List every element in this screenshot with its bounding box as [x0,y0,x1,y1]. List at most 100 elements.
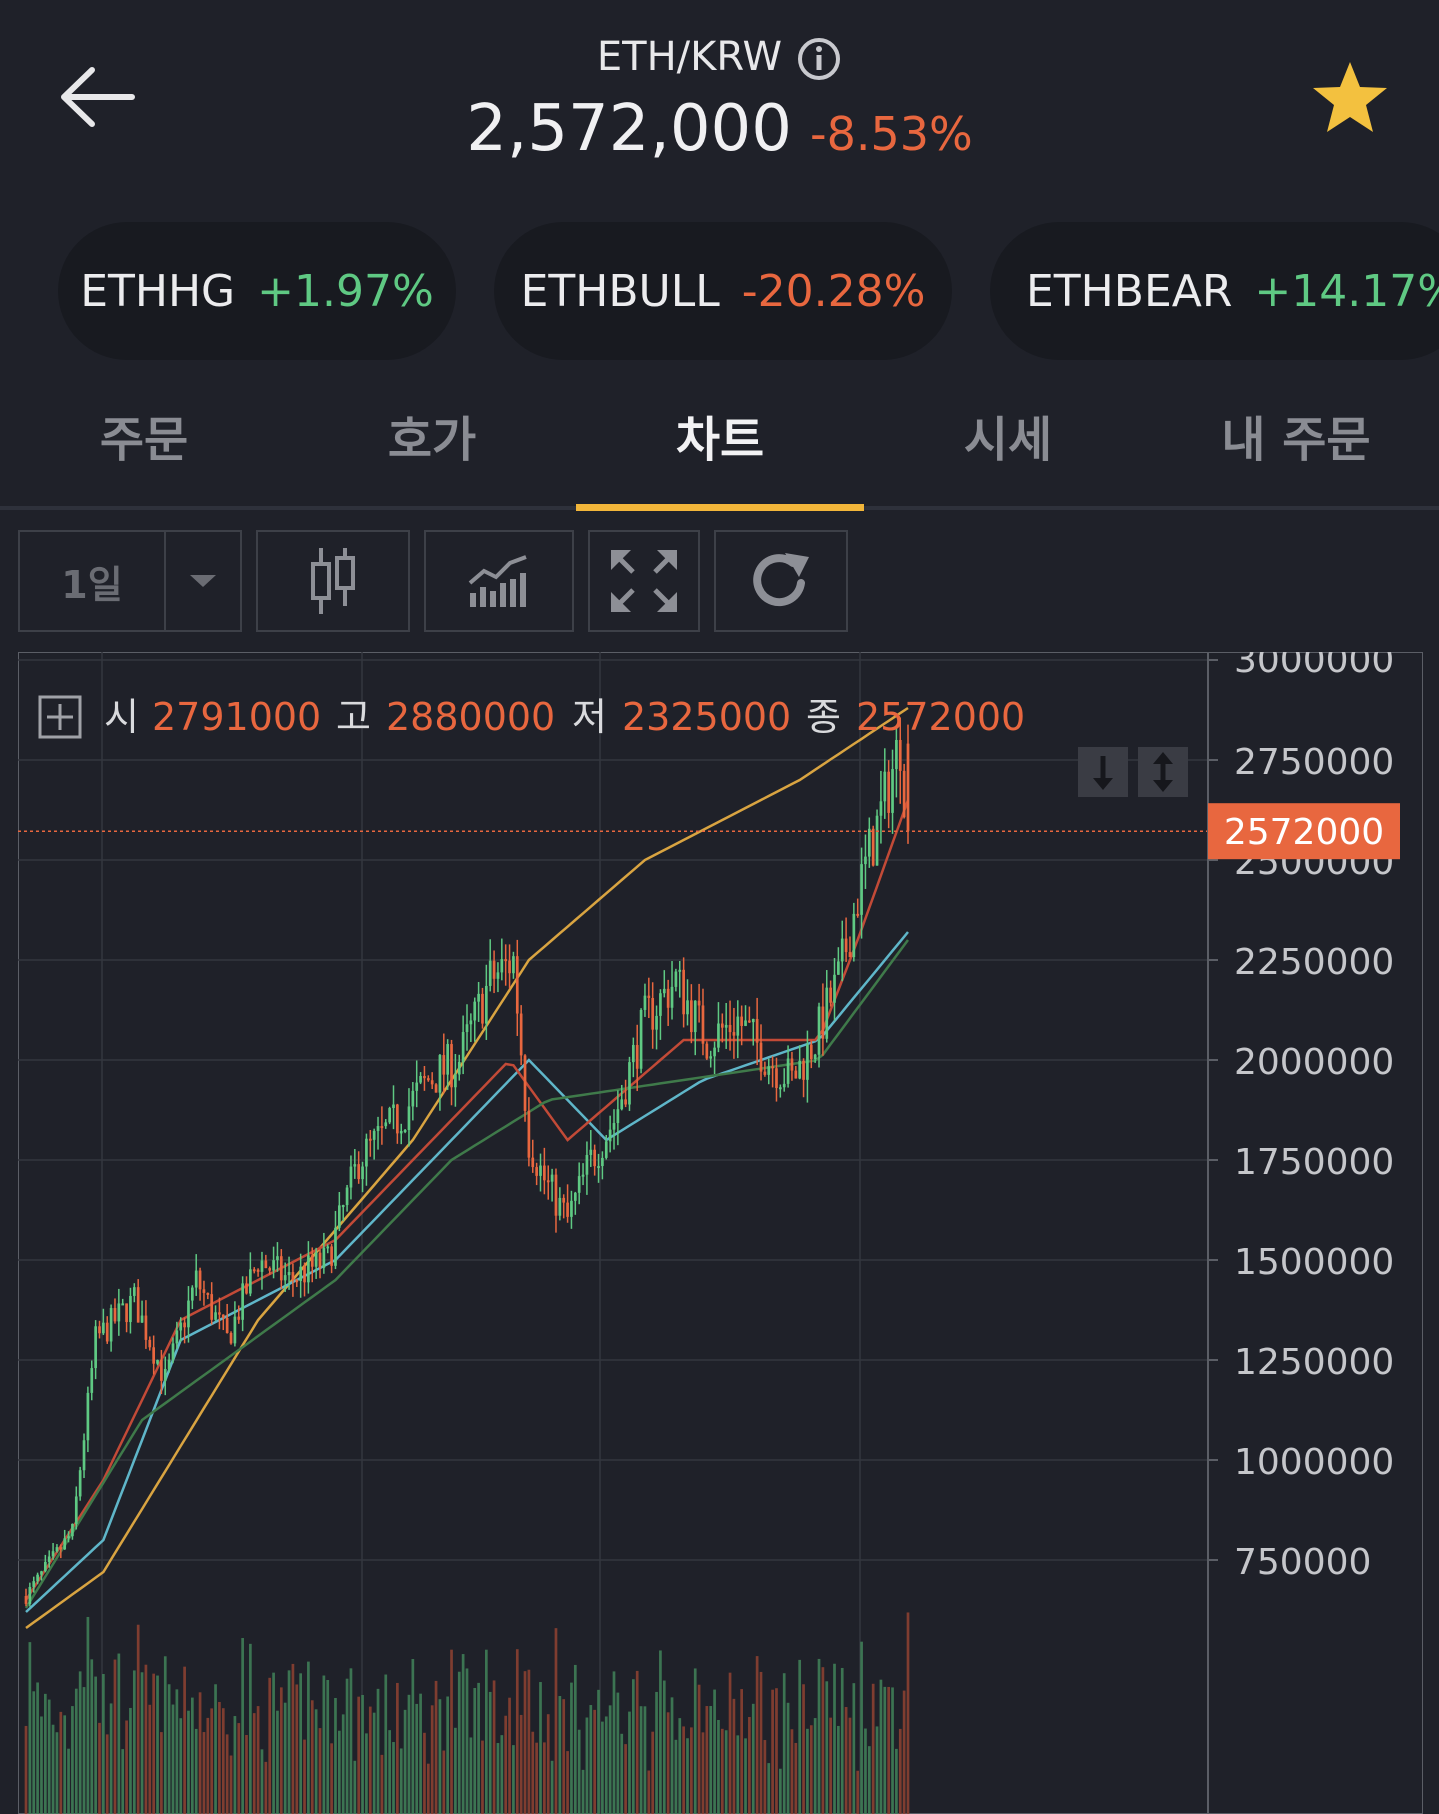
volume-bar [682,1726,685,1814]
candle [256,1268,260,1277]
star-icon[interactable] [1310,58,1390,138]
interval-select[interactable]: 1일 [18,530,166,632]
volume-bar [109,1703,113,1814]
y-tick-label: 1500000 [1234,1242,1394,1283]
candle-body [241,1283,244,1320]
candle-body [47,1556,51,1562]
candle [515,939,519,1036]
volume-bar [856,1770,860,1814]
candle-body [225,1317,229,1334]
candle [121,1298,125,1306]
candle [740,1005,744,1046]
candle [651,982,655,1049]
candles [24,717,910,1607]
candle-type-button[interactable] [256,530,410,632]
candle-body [426,1078,430,1081]
candle [539,1153,542,1192]
chip-ethbull[interactable]: ETHBULL -20.28% [494,222,952,360]
crosshair-toggle-icon[interactable] [38,695,82,739]
chart-grid [18,652,1208,1814]
candle-body [148,1339,152,1348]
candle-body [546,1180,550,1183]
candle [345,1184,349,1212]
fullscreen-button[interactable] [588,530,700,632]
candle [330,1243,333,1274]
volume-bar [24,1725,28,1814]
scroll-latest-icon[interactable] [1078,747,1128,797]
volume-bar [693,1668,697,1814]
candle-body [682,969,685,1015]
candle [245,1276,248,1295]
volume-bar [125,1720,128,1814]
candle [252,1267,256,1274]
header: ETH/KRW 2,572,000 -8.53% [0,0,1439,200]
candle-body [531,1157,535,1168]
candle [782,1068,786,1092]
volume-bar [423,1732,426,1814]
volume-bar [821,1667,825,1814]
volume-bar [608,1705,612,1814]
volume-bar [697,1684,701,1814]
chip-ethhg[interactable]: ETHHG +1.97% [58,222,456,360]
volume-bar [59,1711,63,1814]
candle [90,1360,94,1401]
candle-body [891,769,894,813]
candle-body [608,1129,612,1142]
volume-bar [504,1715,508,1814]
candle [848,936,852,958]
volume-bar [577,1729,581,1814]
tab-chart[interactable]: 차트 [675,412,765,468]
candle-body [887,771,891,813]
volume-bar [813,1718,817,1814]
candle [446,1039,450,1090]
volume-bar [86,1616,90,1814]
candle [218,1297,221,1330]
volume-bar [144,1664,148,1814]
candle-body [156,1360,159,1364]
candle [755,997,759,1066]
candle-body [833,974,836,1003]
volume-bar [40,1716,43,1814]
candle [160,1349,163,1394]
candle-body [233,1316,237,1344]
active-tab-indicator [576,504,864,511]
candle-body [581,1174,585,1177]
refresh-button[interactable] [714,530,848,632]
candle-body [597,1166,600,1169]
volume-bar [210,1708,214,1814]
tab-quotes[interactable]: 시세 [963,412,1053,468]
candle [720,1013,724,1043]
indicator-chart-icon [468,555,527,607]
candle-body [365,1138,368,1167]
candle [690,984,693,1044]
info-icon[interactable] [796,36,842,82]
candle [129,1287,132,1334]
volume-bar [260,1749,264,1814]
candle [686,979,689,1026]
price-chart[interactable]: 3000000275000025000002250000200000017500… [18,652,1423,1814]
candle-body [604,1141,608,1158]
volume-bar [883,1686,887,1814]
arrow-left-icon[interactable] [58,62,138,132]
candle [47,1550,51,1568]
volume-bar [237,1723,241,1814]
candle [670,961,674,1020]
volume-bar [233,1716,237,1814]
tab-orderbook[interactable]: 호가 [387,412,477,468]
tab-my-orders[interactable]: 내 주문 [1221,412,1371,468]
candle [508,944,511,989]
volume-bar [651,1731,655,1814]
candle-body [508,960,511,974]
volume-bar [717,1719,720,1814]
candle-body [59,1547,63,1550]
candle [562,1194,566,1219]
interval-dropdown-button[interactable] [164,530,242,632]
indicator-button[interactable] [424,530,574,632]
candle-body [601,1157,604,1167]
candle-body [334,1227,337,1266]
chip-ethbear[interactable]: ETHBEAR +14.17% [990,222,1439,360]
auto-scale-icon[interactable] [1138,747,1188,797]
candle [778,1084,782,1098]
tab-order[interactable]: 주문 [99,412,189,468]
candle-body [287,1272,291,1276]
